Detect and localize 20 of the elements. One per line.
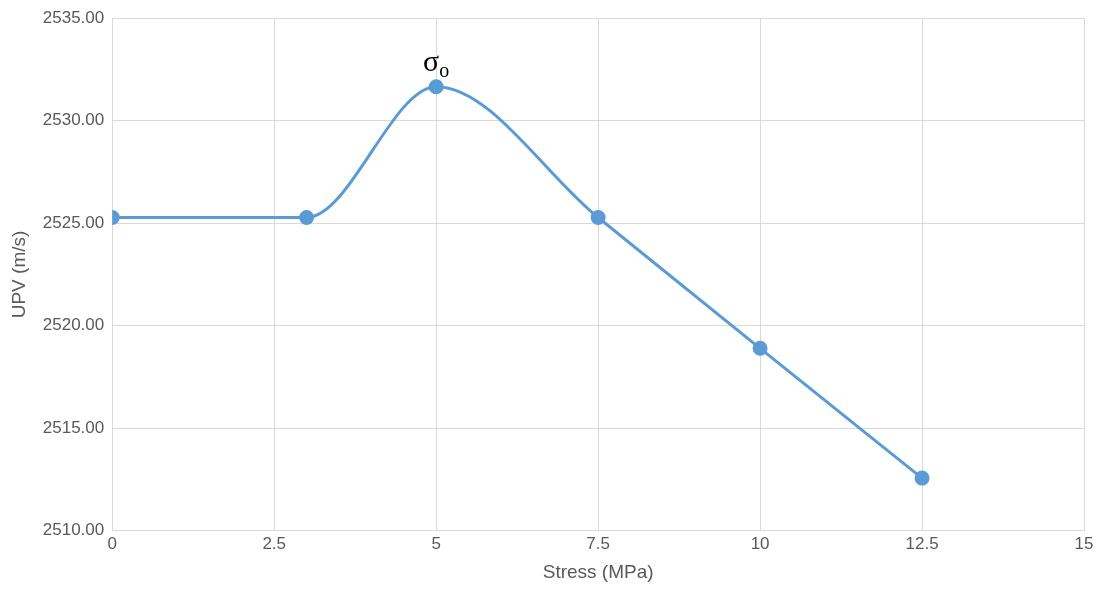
point — [299, 210, 315, 225]
y-tick-label: 2520.00 — [42, 315, 105, 335]
x-tick-label: 2.5 — [262, 533, 287, 553]
x-tick-label: 5 — [431, 533, 441, 553]
point — [590, 210, 606, 225]
y-axis-title: UPV (m/s) — [7, 230, 29, 319]
x-tick-label: 12.5 — [905, 533, 939, 553]
y-tick-label: 2535.00 — [42, 7, 105, 27]
point — [428, 79, 444, 95]
x-tick-label: 7.5 — [586, 533, 610, 553]
x-tick-label: 10 — [750, 533, 770, 553]
x-tick-label: 0 — [107, 533, 117, 553]
point — [752, 340, 768, 356]
y-tick-label: 2525.00 — [42, 212, 105, 232]
x-axis-title: Stress (MPa) — [542, 560, 654, 582]
y-tick-label: 2530.00 — [42, 110, 105, 130]
point — [914, 470, 930, 486]
y-tick-label: 2515.00 — [42, 417, 105, 437]
y-tick-label: 2510.00 — [42, 520, 105, 540]
x-tick-label: 15 — [1074, 533, 1094, 553]
